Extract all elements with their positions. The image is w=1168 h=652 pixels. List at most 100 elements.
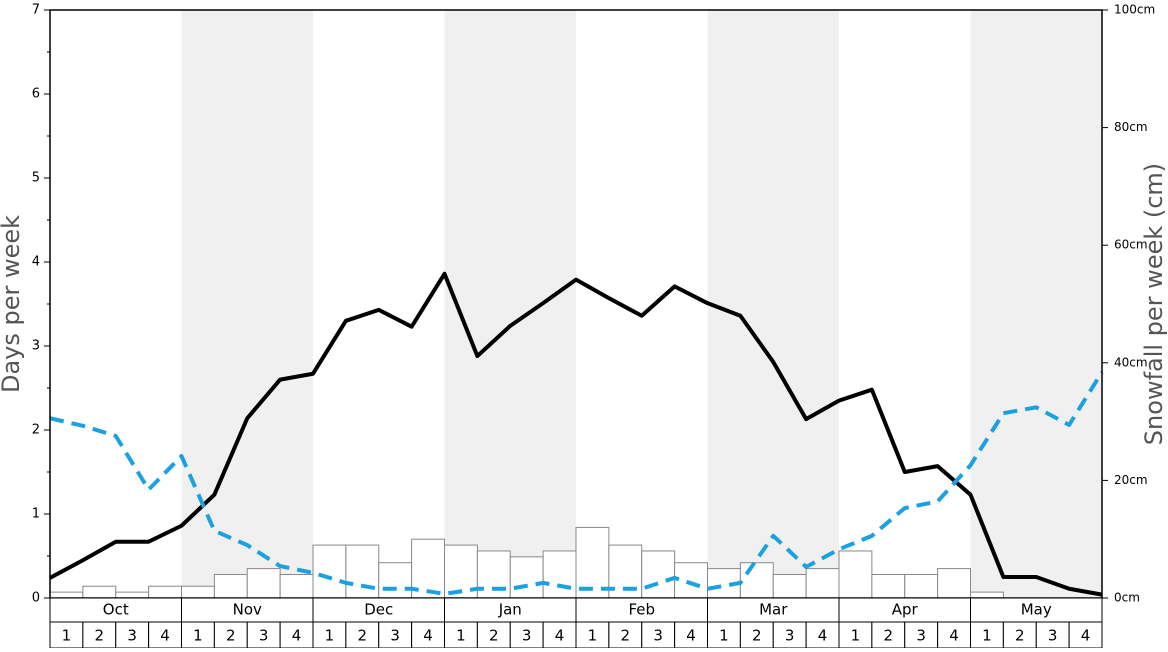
- y2-tick-label: 60cm: [1114, 238, 1148, 252]
- x-tick-label: 1: [719, 627, 729, 645]
- bar: [739, 562, 774, 599]
- x-tick-label: 3: [390, 627, 400, 645]
- y2-tick-label: 40cm: [1114, 355, 1148, 369]
- background: [181, 10, 1102, 598]
- bar: [641, 550, 676, 599]
- x-tick-label: 1: [325, 627, 335, 645]
- x-tick-label: 4: [292, 627, 302, 645]
- line: [49, 271, 1103, 597]
- bar: [279, 573, 314, 599]
- x-tick-label: 2: [358, 627, 368, 645]
- y2-axis-label: Snowfall per week (cm): [1140, 163, 1168, 445]
- month-label: May: [1021, 601, 1052, 619]
- y-tick-label: 6: [32, 87, 40, 102]
- x-tick-label: 1: [588, 627, 598, 645]
- month-band: [970, 10, 1102, 598]
- month-cell: [838, 597, 971, 623]
- y-tick-label: 3: [32, 339, 40, 354]
- x-tick-label: 1: [62, 627, 72, 645]
- week-cell: [378, 621, 413, 649]
- bar: [213, 573, 248, 599]
- bar: [115, 591, 150, 599]
- x-tick-label: 2: [226, 627, 236, 645]
- x-tick-label: 3: [522, 627, 532, 645]
- bar: [181, 585, 215, 599]
- y2-tick-label: 80cm: [1114, 120, 1148, 134]
- y-tick-label: 1: [32, 507, 40, 522]
- x-tick-label: 4: [686, 627, 696, 645]
- x-tick-label: 1: [456, 627, 466, 645]
- y-tick-label: 2: [32, 423, 40, 438]
- x-tick-label: 2: [95, 627, 105, 645]
- x-tick-label: 4: [949, 627, 959, 645]
- month-band: [444, 10, 576, 598]
- week-cell: [312, 621, 347, 649]
- week-cell: [608, 621, 643, 649]
- y2-tick-label: 20cm: [1114, 473, 1148, 487]
- week-cell: [575, 621, 610, 649]
- month-cell: [181, 597, 314, 623]
- y-tick-label: 4: [32, 255, 40, 270]
- bar: [904, 573, 939, 599]
- bar: [838, 550, 873, 599]
- week-cell: [279, 621, 314, 649]
- x-tick-label: 4: [423, 627, 433, 645]
- bar: [312, 544, 347, 599]
- month-cell: [312, 597, 445, 623]
- bar: [509, 556, 544, 599]
- y-tick-label: 7: [32, 3, 40, 18]
- x-tick-label: 2: [884, 627, 894, 645]
- month-label: Nov: [233, 601, 262, 619]
- x-tick-label: 4: [818, 627, 828, 645]
- week-cell: [641, 621, 676, 649]
- week-cell: [345, 621, 380, 649]
- bar: [575, 526, 610, 599]
- month-cell: [970, 597, 1103, 623]
- bar: [542, 550, 577, 599]
- week-cell: [970, 621, 1004, 649]
- week-cell: [246, 621, 281, 649]
- bar: [378, 562, 413, 599]
- week-cell: [509, 621, 544, 649]
- month-label: Apr: [892, 601, 919, 619]
- x-tick-label: 1: [851, 627, 861, 645]
- x-tick-label: 1: [193, 627, 203, 645]
- x-tick-label: 3: [916, 627, 926, 645]
- bar: [82, 585, 117, 599]
- week-cell: [1068, 621, 1103, 649]
- x-tick-label: 2: [621, 627, 631, 645]
- x-tick-label: 2: [1015, 627, 1025, 645]
- month-band: [181, 10, 313, 598]
- x-tick-label: 3: [1048, 627, 1058, 645]
- month-label: Dec: [364, 601, 393, 619]
- y-axis-label: Days per week: [0, 215, 25, 393]
- y-tick-label: 5: [32, 171, 40, 186]
- x-tick-label: 2: [489, 627, 499, 645]
- bar: [871, 573, 906, 599]
- bar: [772, 573, 807, 599]
- month-label: Feb: [628, 601, 655, 619]
- x-tick-label: 3: [785, 627, 795, 645]
- bar: [246, 568, 281, 599]
- month-label: Mar: [759, 601, 788, 619]
- bar: [49, 591, 84, 599]
- month-band: [707, 10, 839, 598]
- bar: [970, 591, 1004, 599]
- bar: [345, 544, 380, 599]
- line: [49, 370, 1104, 596]
- bar: [148, 585, 182, 599]
- week-cell: [444, 621, 478, 649]
- week-cell: [181, 621, 215, 649]
- y2-tick-label: 0cm: [1114, 591, 1140, 605]
- x-tick-label: 3: [127, 627, 137, 645]
- x-tick-label: 3: [259, 627, 269, 645]
- bar: [674, 562, 708, 599]
- y2-tick-label: 100cm: [1114, 3, 1155, 17]
- month-cell: [444, 597, 577, 623]
- x-tick-label: 4: [1081, 627, 1091, 645]
- bar: [937, 568, 971, 599]
- month-label: Oct: [103, 601, 129, 619]
- x-tick-label: 3: [653, 627, 663, 645]
- x-tick-label: 4: [160, 627, 170, 645]
